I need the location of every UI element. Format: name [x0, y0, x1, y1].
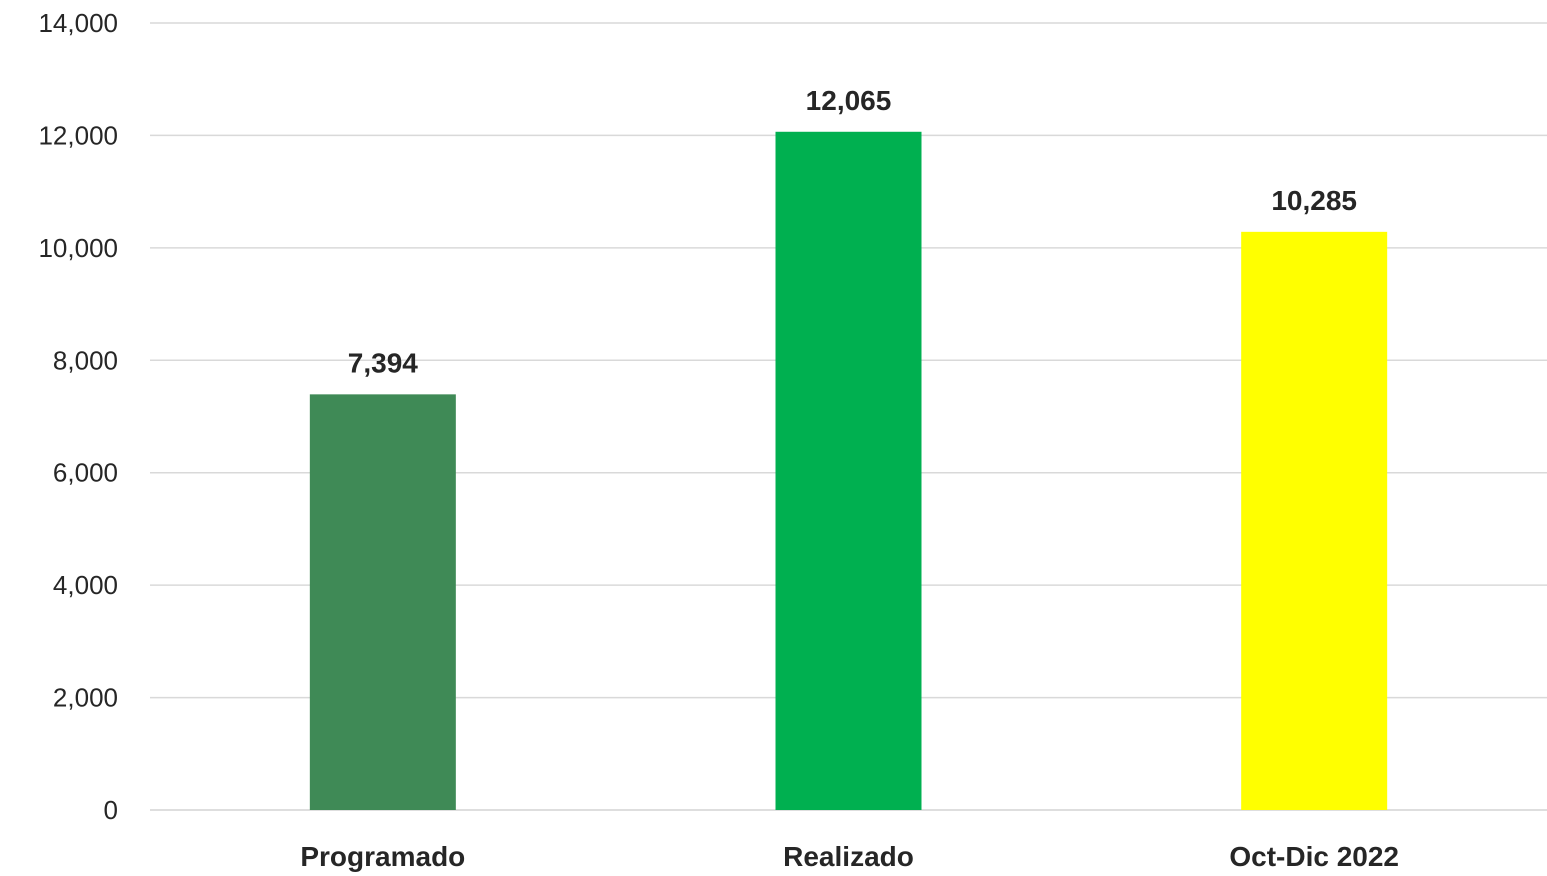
data-labels: 7,394 12,065 10,285 — [348, 85, 1357, 379]
bars — [309, 131, 1388, 811]
data-label: 12,065 — [806, 85, 892, 116]
data-label: 10,285 — [1271, 185, 1357, 216]
x-category-label: Programado — [300, 841, 465, 872]
y-axis-ticks: 0 2,000 4,000 6,000 8,000 10,000 12,000 14,000 — [38, 8, 118, 825]
x-category-label: Oct-Dic 2022 — [1229, 841, 1399, 872]
x-category-label: Realizado — [783, 841, 914, 872]
y-tick-label: 4,000 — [53, 570, 118, 600]
y-tick-label: 10,000 — [38, 233, 118, 263]
y-tick-label: 12,000 — [38, 120, 118, 150]
bar-programado — [309, 394, 456, 810]
y-tick-label: 8,000 — [53, 345, 118, 375]
bar-realizado — [775, 131, 922, 810]
data-label: 7,394 — [348, 347, 418, 378]
y-tick-label: 14,000 — [38, 8, 118, 38]
x-axis-categories: Programado Realizado Oct-Dic 2022 — [300, 841, 1399, 872]
bar-oct-dic-2022 — [1241, 231, 1388, 811]
y-tick-label: 2,000 — [53, 683, 118, 713]
y-tick-label: 0 — [104, 795, 118, 825]
y-tick-label: 6,000 — [53, 458, 118, 488]
